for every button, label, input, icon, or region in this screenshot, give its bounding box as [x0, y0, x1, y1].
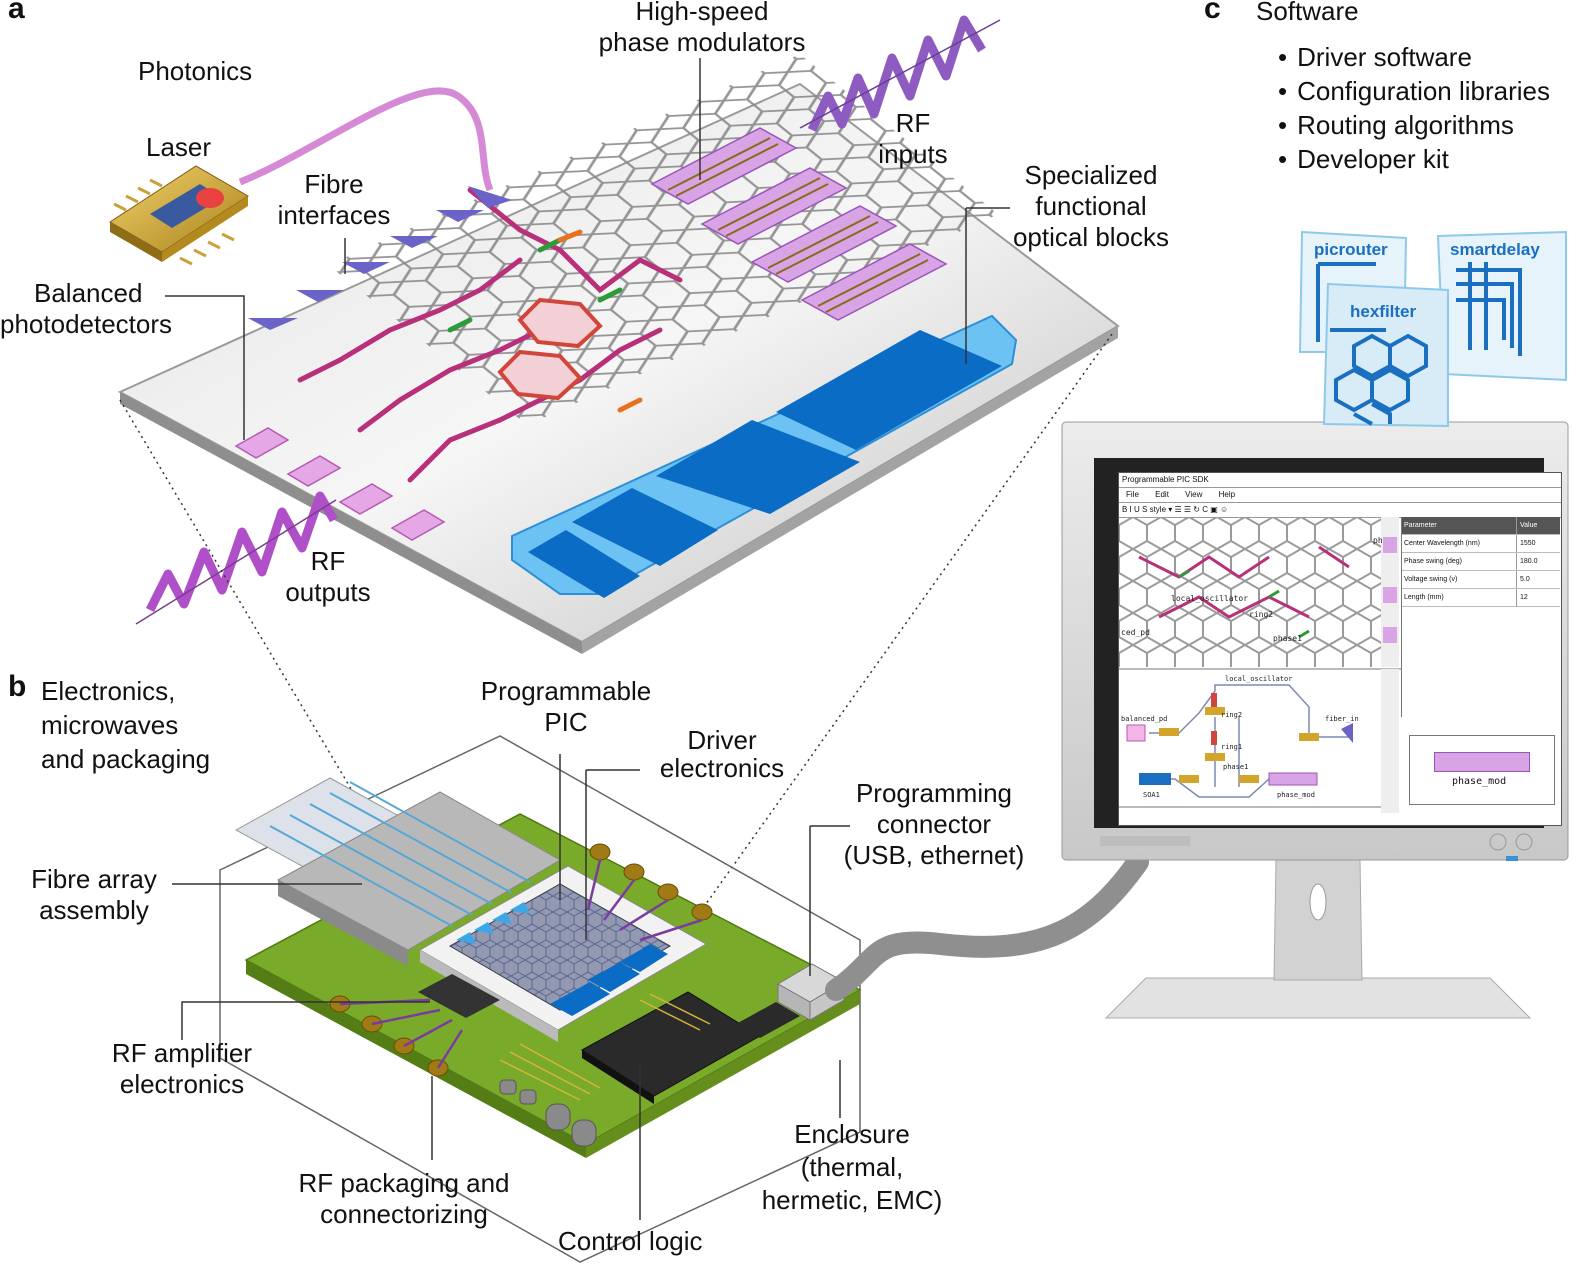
sdk-canvas[interactable]: local_oscillator ring2 phase1 ced_pd ph … — [1119, 517, 1401, 817]
list-item: Configuration libraries — [1278, 74, 1550, 108]
rf-packaging-label: RF packaging and connectorizing — [298, 1168, 510, 1229]
list-item: Driver software — [1278, 40, 1550, 74]
rf-input-wave — [799, 15, 1001, 132]
fibre-array-label: Fibre array assembly — [31, 864, 157, 925]
param-name: Phase swing (deg) — [1402, 553, 1517, 570]
photonics-title: Photonics — [138, 56, 253, 86]
param-value[interactable]: 12 — [1520, 594, 1528, 601]
ring-resonators — [497, 297, 603, 401]
panel-label-b: b — [8, 670, 27, 703]
table-row[interactable]: Voltage swing (v) 5.0 — [1402, 571, 1560, 589]
programming-cable — [825, 851, 1149, 1001]
param-col-header: Parameter — [1402, 517, 1517, 534]
table-row[interactable]: Length (mm) 12 — [1402, 589, 1560, 607]
panel-label-c: c — [1204, 0, 1221, 25]
canvas-label-ring2: ring2 — [1249, 610, 1273, 619]
param-value[interactable]: 5.0 — [1520, 576, 1530, 583]
schematic-label-phase1: phase1 — [1223, 763, 1248, 771]
functional-optical-blocks — [511, 314, 1018, 598]
sdk-title-bar: Programmable PIC SDK — [1119, 473, 1561, 488]
canvas-label-local-oscillator: local_oscillator — [1171, 594, 1248, 603]
schematic-label-ring1: ring1 — [1221, 743, 1242, 751]
electronics-title: Electronics, microwaves and packaging — [41, 676, 211, 774]
parameter-table[interactable]: Parameter Value Center Wavelength (nm) 15… — [1401, 517, 1560, 717]
rf-inputs-label: RF inputs — [878, 108, 948, 169]
package-assembly — [219, 735, 862, 1263]
tile-label-smartdelay: smartdelay — [1450, 240, 1540, 259]
fibre-interfaces — [248, 186, 512, 330]
enclosure-label: Enclosure (thermal, hermetic, EMC) — [761, 1119, 943, 1215]
schematic-label-phase-mod: phase_mod — [1277, 791, 1315, 799]
canvas-label-ced-pd: ced_pd — [1121, 628, 1150, 637]
software-tiles — [1298, 230, 1567, 428]
table-row[interactable]: Phase swing (deg) 180.0 — [1402, 553, 1560, 571]
leader-lines-b — [172, 754, 850, 1220]
list-item: Routing algorithms — [1278, 108, 1550, 142]
functional-blocks-label: Specialized functional optical blocks — [1012, 160, 1170, 252]
sdk-window: Programmable PIC SDK File Edit View Help… — [1118, 472, 1562, 826]
tile-label-hexfilter: hexfilter — [1350, 302, 1417, 321]
programming-connector-label: Programming connector (USB, ethernet) — [843, 778, 1025, 870]
list-item: Developer kit — [1278, 142, 1550, 176]
table-row[interactable]: Center Wavelength (nm) 1550 — [1402, 535, 1560, 553]
param-value[interactable]: 180.0 — [1520, 558, 1538, 565]
component-preview: phase_mod — [1409, 735, 1555, 805]
panel-label-a: a — [8, 0, 25, 25]
canvas-label-phase1: phase1 — [1273, 634, 1302, 643]
driver-electronics-label: Driver electronics — [659, 725, 785, 783]
schematic-label-fiber-in: fiber_in — [1325, 715, 1359, 723]
canvas-label-ph: ph — [1373, 536, 1383, 545]
balanced-photodetectors — [234, 427, 446, 541]
software-title: Software — [1256, 0, 1359, 26]
control-logic-label: Control logic — [558, 1226, 703, 1256]
laser-label: Laser — [146, 132, 212, 162]
param-value[interactable]: 1550 — [1520, 540, 1536, 547]
parameter-table-header: Parameter Value — [1402, 517, 1560, 535]
tile-label-picrouter: picrouter — [1314, 240, 1388, 259]
schematic-label-balanced-pd: balanced_pd — [1121, 715, 1167, 723]
active-waveguides — [297, 187, 683, 483]
rf-outputs-label: RF outputs — [285, 546, 371, 607]
rf-output-wave — [135, 491, 338, 625]
preview-label: phase_mod — [1452, 776, 1507, 787]
rf-amplifier-label: RF amplifier electronics — [111, 1038, 253, 1099]
hex-mesh — [328, 54, 999, 425]
programmable-pic-label: Programmable PIC — [480, 676, 652, 737]
schematic-label-local-oscillator: local_oscillator — [1225, 675, 1292, 683]
leader-lines-a — [165, 58, 1010, 440]
pic-chip — [117, 54, 1120, 654]
menu-help[interactable]: Help — [1218, 490, 1236, 499]
menu-edit[interactable]: Edit — [1155, 490, 1169, 499]
menu-file[interactable]: File — [1126, 490, 1139, 499]
fibre-interfaces-label: Fibre interfaces — [277, 169, 391, 230]
phase-modulators — [650, 127, 948, 321]
value-col-header: Value — [1520, 522, 1538, 529]
menu-view[interactable]: View — [1185, 490, 1203, 499]
schematic-label-ring2: ring2 — [1221, 711, 1242, 719]
param-name: Center Wavelength (nm) — [1402, 535, 1517, 552]
phase-modulators-label: High-speed phase modulators — [598, 0, 806, 57]
sdk-toolbar[interactable]: B I U S style ▾ ☰ ☰ ↻ C ▣ ☺ — [1119, 503, 1561, 518]
param-name: Length (mm) — [1402, 589, 1517, 606]
schematic-label-soa1: SOA1 — [1143, 791, 1160, 799]
balanced-photodetectors-label: Balanced photodetectors — [0, 278, 173, 339]
param-name: Voltage swing (v) — [1402, 571, 1517, 588]
software-list: Driver software Configuration libraries … — [1278, 40, 1550, 176]
laser-module — [109, 87, 494, 266]
sdk-menu-bar: File Edit View Help — [1119, 488, 1561, 503]
